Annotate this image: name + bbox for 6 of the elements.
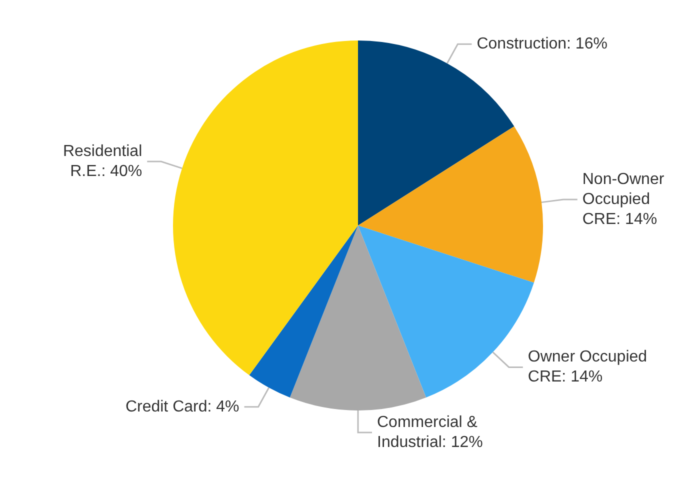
- slice-label: Residential R.E.: 40%: [62, 142, 142, 180]
- slice-label: Non-Owner Occupied CRE: 14%: [582, 170, 665, 228]
- slice-label: Owner Occupied CRE: 14%: [528, 348, 648, 386]
- slice-label: Construction: 16%: [476, 36, 608, 53]
- slice-label: Credit Card: 4%: [125, 398, 240, 416]
- slice-label: Commercial & Industrial: 12%: [377, 414, 483, 451]
